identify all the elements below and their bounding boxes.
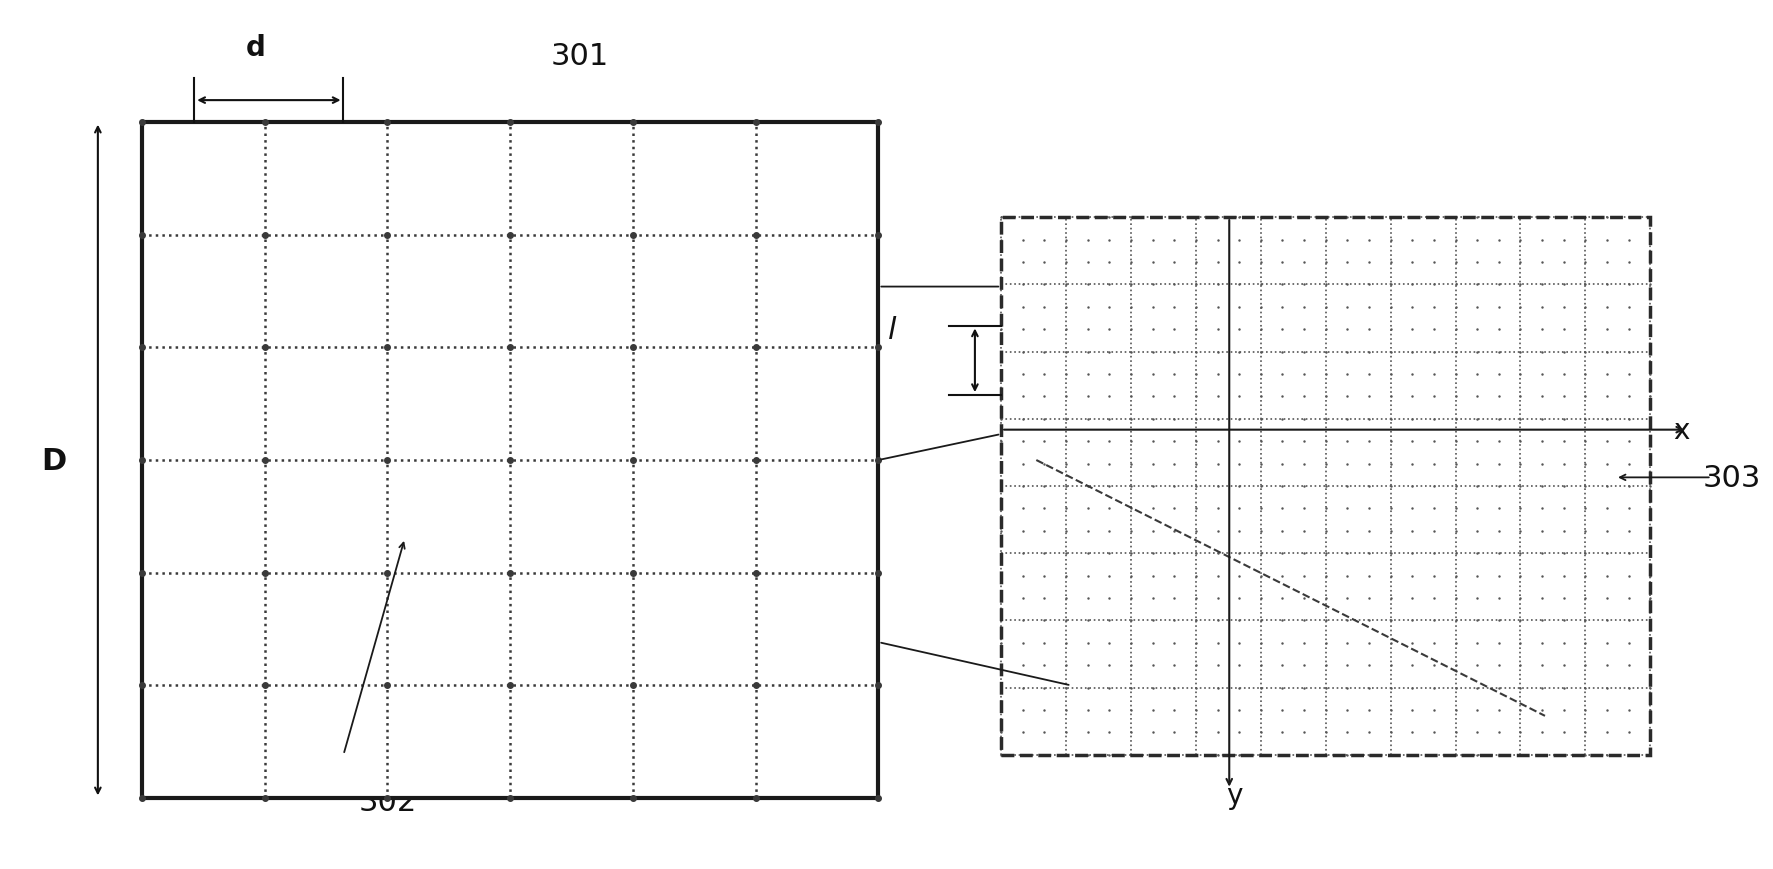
Text: y: y <box>1225 781 1243 809</box>
Text: d: d <box>246 34 266 62</box>
Text: 302: 302 <box>358 786 417 816</box>
Text: x: x <box>1672 416 1688 444</box>
Bar <box>1000 218 1649 755</box>
Text: 303: 303 <box>1702 463 1761 493</box>
Text: l: l <box>886 316 895 345</box>
Text: 301: 301 <box>551 42 608 70</box>
Bar <box>142 123 878 799</box>
Text: D: D <box>41 446 67 475</box>
